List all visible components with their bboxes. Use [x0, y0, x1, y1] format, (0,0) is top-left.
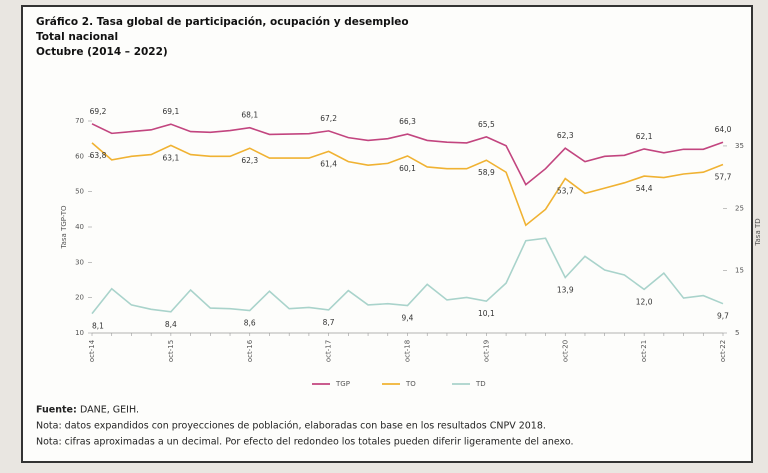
- data-label: 57,7: [715, 172, 732, 181]
- legend-label: TD: [475, 380, 486, 388]
- data-label: 8,7: [323, 318, 335, 327]
- data-label: 10,1: [478, 309, 495, 318]
- chart-period: Octubre (2014 – 2022): [36, 46, 168, 58]
- y2-tick-label: 5: [735, 329, 739, 337]
- y-tick-label: 50: [75, 188, 84, 196]
- data-label: 61,4: [320, 159, 337, 168]
- data-label: 63,1: [163, 153, 180, 162]
- y-tick-label: 70: [75, 117, 84, 125]
- data-label: 62,1: [636, 132, 653, 141]
- legend-label: TGP: [335, 380, 350, 388]
- y-axis-label: Tasa TGP-TO: [60, 205, 68, 249]
- series-line: [91, 123, 724, 186]
- x-tick-label: oct-17: [325, 340, 333, 362]
- data-label: 67,2: [320, 114, 337, 123]
- data-label: 64,0: [715, 125, 732, 134]
- series-line: [91, 237, 724, 315]
- data-label: 65,5: [478, 120, 495, 129]
- y2-tick-label: 35: [735, 142, 744, 150]
- data-label: 63,8: [90, 151, 107, 160]
- series-line: [91, 142, 724, 227]
- data-label: 9,7: [717, 312, 729, 321]
- legend-label: TO: [405, 380, 416, 388]
- chart-subtitle: Total nacional: [36, 31, 118, 43]
- chart-title: Gráfico 2. Tasa global de participación,…: [36, 16, 409, 28]
- data-label: 13,9: [557, 286, 574, 295]
- y-tick-label: 20: [75, 294, 84, 302]
- data-label: 62,3: [241, 156, 258, 165]
- source: DANE, GEIH.: [80, 405, 139, 416]
- data-label: 60,1: [399, 164, 416, 173]
- x-tick-label: oct-19: [482, 340, 490, 362]
- data-label: 54,4: [636, 184, 653, 193]
- data-label: 62,3: [557, 131, 574, 140]
- data-label: 8,4: [165, 320, 177, 329]
- y-tick-label: 60: [75, 152, 84, 160]
- note: Nota: datos expandidos con proyecciones …: [36, 421, 546, 432]
- x-tick-label: oct-20: [561, 340, 569, 362]
- panel: [21, 5, 753, 463]
- y2-tick-label: 15: [735, 267, 744, 275]
- data-label: 69,1: [163, 107, 180, 116]
- data-label: 8,6: [244, 319, 256, 328]
- source-label: Fuente:: [36, 405, 77, 416]
- y-tick-label: 40: [75, 223, 84, 231]
- data-label: 12,0: [636, 297, 653, 306]
- x-tick-label: oct-14: [88, 339, 96, 362]
- x-tick-label: oct-21: [640, 340, 648, 362]
- data-label: 58,9: [478, 168, 495, 177]
- data-label: 68,1: [241, 111, 258, 120]
- x-tick-label: oct-18: [404, 340, 412, 362]
- data-label: 69,2: [90, 107, 107, 116]
- note: Nota: cifras aproximadas a un decimal. P…: [36, 437, 574, 448]
- x-tick-label: oct-16: [246, 339, 254, 362]
- data-label: 9,4: [402, 314, 414, 323]
- y2-axis-label: Tasa TD: [754, 218, 762, 246]
- data-label: 53,7: [557, 187, 574, 196]
- data-label: 8,1: [92, 322, 104, 331]
- x-tick-label: oct-15: [167, 340, 175, 362]
- y-tick-label: 10: [75, 329, 84, 337]
- y-tick-label: 30: [75, 258, 84, 266]
- x-tick-label: oct-22: [719, 340, 727, 362]
- y2-tick-label: 25: [735, 204, 744, 212]
- data-label: 66,3: [399, 117, 416, 126]
